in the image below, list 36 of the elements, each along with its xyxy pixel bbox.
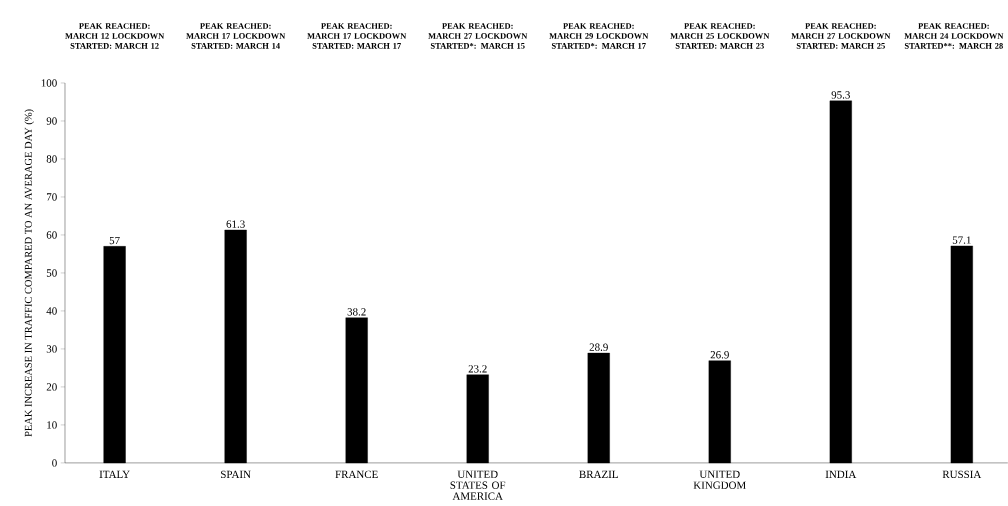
- y-tick-label: 0: [52, 459, 57, 467]
- y-tick-label: 70: [46, 193, 57, 201]
- text: PEAK REACHED: MARCH 25 LOCKDOWN STARTED: MARCH 23: [670, 23, 770, 49]
- text: PEAK REACHED: MARCH 27 LOCKDOWN STARTED*: MARCH 15: [428, 23, 528, 49]
- x-tick-label: FRANCE: [335, 470, 378, 479]
- data-label: 61.3: [226, 220, 245, 228]
- x-tick-label: UNITED STATES OF AMERICA: [450, 470, 506, 500]
- x-tick-label: INDIA: [825, 470, 857, 478]
- data-label: 23.2: [468, 365, 487, 373]
- x-tick-label: RUSSIA: [942, 470, 982, 479]
- y-tick-label: 50: [46, 269, 57, 277]
- y-tick-label: 90: [46, 117, 57, 125]
- data-label: 57.1: [952, 236, 971, 244]
- data-label: 95.3: [831, 91, 850, 99]
- x-tick-label: BRAZIL: [579, 470, 618, 478]
- text: PEAK REACHED: MARCH 12 LOCKDOWN STARTED: MARCH 12: [65, 23, 165, 49]
- y-tick-label: 20: [46, 383, 57, 391]
- text: PEAK REACHED: MARCH 24 LOCKDOWN STARTED**: MARCH 28: [904, 23, 1004, 49]
- y-tick-label: 100: [41, 79, 57, 87]
- y-tick-label: 40: [46, 307, 57, 315]
- data-label: 38.2: [347, 308, 366, 316]
- y-tick-label: 30: [46, 345, 57, 353]
- y-axis-title: PEAK INCREASE IN TRAFFIC COMPARED TO AN AVERAGE DAY (%): [24, 109, 34, 437]
- data-label: 28.9: [589, 343, 608, 351]
- data-label: 57: [109, 236, 120, 245]
- text: PEAK REACHED: MARCH 29 LOCKDOWN STARTED*: MARCH 17: [549, 23, 649, 49]
- x-tick-label: UNITED KINGDOM: [693, 470, 746, 489]
- text: PEAK REACHED: MARCH 17 LOCKDOWN STARTED: MARCH 17: [307, 23, 407, 49]
- text: PEAK REACHED: MARCH 17 LOCKDOWN STARTED: MARCH 14: [186, 23, 286, 49]
- x-tick-label: SPAIN: [221, 470, 251, 479]
- y-tick-label: 10: [47, 421, 57, 429]
- data-label: 26.9: [710, 351, 729, 359]
- x-tick-label: ITALY: [99, 470, 130, 478]
- text: PEAK REACHED: MARCH 27 LOCKDOWN STARTED: MARCH 25: [791, 23, 891, 49]
- y-tick-label: 60: [46, 231, 57, 239]
- y-tick-label: 80: [46, 155, 57, 163]
